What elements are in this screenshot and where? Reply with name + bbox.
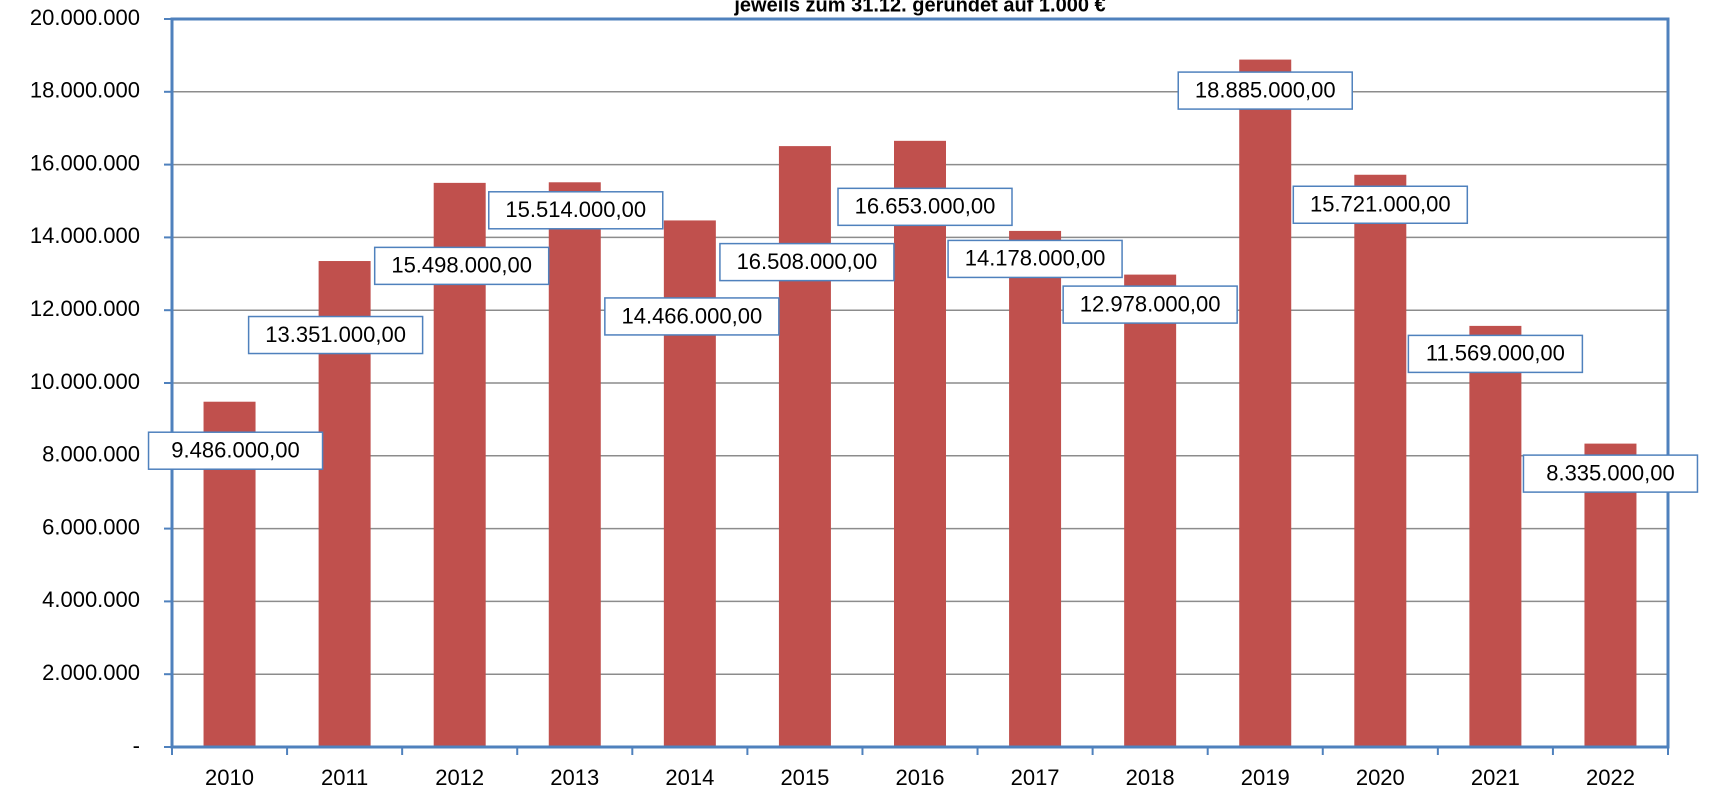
- data-label-box: [837, 187, 1013, 227]
- y-tick-label: 4.000.000: [42, 587, 140, 612]
- data-label: 13.351.000,00: [265, 322, 406, 347]
- data-label: 12.978.000,00: [1080, 291, 1221, 316]
- data-label-box: [488, 191, 664, 230]
- x-tick-label: 2015: [780, 765, 829, 790]
- x-tick-label: 2020: [1356, 765, 1405, 790]
- data-label: 16.508.000,00: [737, 249, 878, 274]
- data-label: 14.178.000,00: [965, 246, 1106, 271]
- data-label-box: [1177, 71, 1353, 110]
- bar: [894, 140, 946, 747]
- x-tick-label: 2019: [1241, 765, 1290, 790]
- x-tick-label: 2010: [205, 765, 254, 790]
- bar: [548, 182, 601, 747]
- y-tick-label: 2.000.000: [42, 660, 140, 685]
- chart-subtitle: jeweils zum 31.12. gerundet auf 1.000 €: [733, 0, 1105, 16]
- data-label-box: [719, 242, 895, 282]
- bar: [1469, 325, 1522, 747]
- data-label: 15.498.000,00: [391, 253, 532, 278]
- data-label: 16.653.000,00: [855, 194, 996, 219]
- bar: [1124, 274, 1177, 747]
- data-label-box: [247, 315, 424, 355]
- data-label-box: [373, 246, 550, 286]
- bar: [1009, 230, 1062, 748]
- data-label-box: [1292, 185, 1469, 225]
- plot-frame: [170, 17, 1670, 749]
- x-tick-label: 2016: [896, 765, 945, 790]
- y-tick-label: 6.000.000: [42, 514, 140, 539]
- data-label: 18.885.000,00: [1195, 77, 1336, 102]
- x-tick-label: 2017: [1011, 765, 1060, 790]
- data-label-box: [947, 239, 1123, 279]
- bar: [1239, 59, 1292, 747]
- data-label: 11.569.000,00: [1426, 341, 1565, 366]
- data-label-box: [1407, 334, 1584, 374]
- data-label-box: [147, 431, 324, 470]
- y-tick-label: 14.000.000: [30, 223, 140, 248]
- data-label: 15.721.000,00: [1310, 192, 1451, 217]
- y-tick-label: 12.000.000: [30, 296, 140, 321]
- data-label: 14.466.000,00: [621, 303, 762, 328]
- data-label: 9.486.000,00: [171, 438, 299, 463]
- y-tick-label: 18.000.000: [30, 78, 140, 103]
- data-label-box: [604, 297, 780, 336]
- x-tick-label: 2018: [1126, 765, 1175, 790]
- data-label: 8.335.000,00: [1546, 460, 1674, 485]
- bar: [778, 146, 831, 748]
- data-label: 15.514.000,00: [505, 197, 646, 222]
- bar: [1354, 174, 1407, 747]
- x-tick-label: 2012: [435, 765, 484, 790]
- x-tick-label: 2013: [550, 765, 599, 790]
- y-tick-label: 20.000.000: [30, 5, 140, 30]
- y-tick-label: 8.000.000: [42, 442, 140, 467]
- y-tick-label: -: [133, 733, 140, 758]
- y-tick-label: 10.000.000: [30, 369, 140, 394]
- x-tick-label: 2011: [321, 765, 368, 790]
- y-tick-label: 16.000.000: [30, 150, 140, 175]
- bar: [1584, 443, 1637, 747]
- x-tick-label: 2021: [1471, 765, 1520, 790]
- x-tick-label: 2014: [665, 765, 714, 790]
- x-tick-label: 2022: [1586, 765, 1635, 790]
- data-label-box: [1522, 454, 1699, 493]
- data-label-box: [1062, 285, 1238, 324]
